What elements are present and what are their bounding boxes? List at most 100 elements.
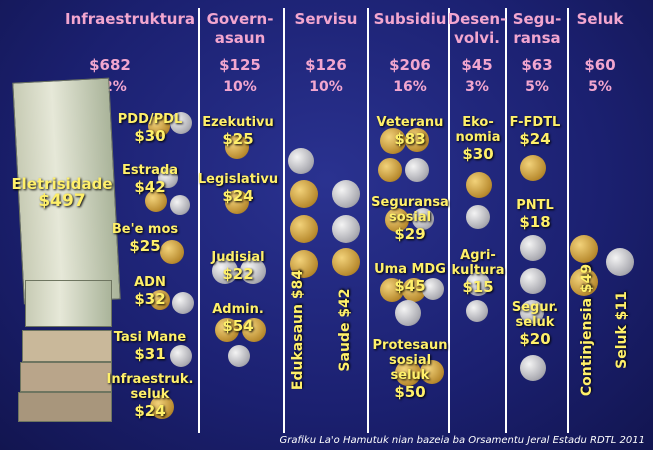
item-name: Legislativu (197, 172, 279, 187)
column-percent: 3% (465, 79, 489, 95)
divider (198, 8, 200, 433)
coin (395, 300, 421, 326)
item-name: Judisial (211, 250, 265, 265)
item-label: Be'e mos $25 (90, 222, 200, 255)
item-label: Agri- kultura $15 (423, 248, 533, 296)
item-label: Seguransa sosial $29 (355, 195, 465, 243)
item-name: Saude (337, 322, 353, 372)
item-amount: $15 (462, 278, 494, 296)
coin (160, 240, 184, 264)
item-label: Veteranu $83 (355, 115, 465, 148)
coin (225, 190, 249, 214)
coin (215, 318, 239, 342)
coin (380, 278, 404, 302)
coin (170, 112, 192, 134)
column-title: Segu- ransa (512, 10, 562, 47)
coin (225, 135, 249, 159)
coin (332, 248, 360, 276)
column-amount: $682 (89, 56, 131, 74)
item-amount: $30 (134, 127, 166, 145)
coin (420, 360, 444, 384)
coin (150, 290, 170, 310)
item-label: Admin. $54 (183, 302, 293, 335)
item-label: Eletrisidade $497 (7, 175, 117, 211)
item-label: Eko- nomia $30 (423, 115, 533, 163)
coin (395, 360, 421, 386)
item-amount: $49 (579, 263, 595, 294)
coin (405, 128, 429, 152)
column-amount: $63 (521, 56, 553, 74)
item-name: Ezekutivu (202, 115, 274, 130)
coin (570, 235, 598, 263)
item-amount: $32 (134, 290, 166, 308)
column-title: Govern- asaun (206, 10, 274, 47)
column-percent: 5% (588, 79, 612, 95)
item-amount: $42 (134, 178, 166, 196)
item-label: Seluk $11 (614, 291, 630, 369)
column-title: Desen- volvi. (447, 10, 507, 47)
dollar-bill (20, 362, 112, 392)
coin (378, 158, 402, 182)
coin (520, 300, 544, 324)
item-label: Edukasaun $84 (290, 270, 306, 390)
item-name: Edukasaun (290, 304, 306, 391)
divider (567, 8, 569, 433)
item-name: PNTL (516, 198, 554, 213)
coin (290, 215, 318, 243)
coin (290, 180, 318, 208)
item-label: Estrada $42 (95, 163, 205, 196)
coin (520, 235, 546, 261)
item-label: ADN $32 (95, 275, 205, 308)
item-amount: $25 (129, 237, 161, 255)
column-amount: $60 (584, 56, 616, 74)
item-name: Tasi Mane (113, 330, 187, 345)
item-name: Admin. (212, 302, 264, 317)
item-name: Eko- nomia (455, 115, 501, 145)
dollar-bill (25, 280, 112, 327)
column-title: Subsidiu (373, 10, 447, 28)
coin (570, 268, 598, 296)
coin (170, 345, 192, 367)
coin (332, 215, 360, 243)
dollar-bill (18, 392, 112, 422)
item-label: Tasi Mane $31 (95, 330, 205, 363)
coin (520, 355, 546, 381)
item-amount: $20 (519, 330, 551, 348)
column-amount: $206 (389, 56, 431, 74)
column-percent: 10% (223, 79, 257, 95)
item-label: Uma MDG $45 (355, 262, 465, 295)
item-amount: $22 (222, 265, 254, 283)
coin (466, 272, 490, 296)
divider (448, 8, 450, 433)
item-amount: $84 (290, 269, 306, 300)
divider (283, 8, 285, 433)
item-label: Protesaun sosial seluk $50 (355, 338, 465, 401)
item-amount: $54 (222, 317, 254, 335)
coin (240, 258, 266, 284)
item-amount: $42 (337, 288, 353, 318)
item-name: PDD/PDL (117, 112, 183, 127)
column-percent: 5% (525, 79, 549, 95)
item-name: Continjensia (579, 297, 595, 397)
coin (332, 180, 360, 208)
item-name: Eletrisidade (11, 175, 113, 193)
item-amount: $31 (134, 345, 166, 363)
item-amount: $24 (134, 402, 166, 420)
column-title: Infraestruktura (65, 10, 195, 28)
item-name: ADN (134, 275, 166, 290)
coin (290, 250, 318, 278)
item-name: Protesaun sosial seluk (372, 338, 448, 383)
item-amount: $83 (394, 130, 426, 148)
coin (172, 292, 194, 314)
item-label: Legislativu $24 (183, 172, 293, 205)
coin (520, 155, 546, 181)
item-name: F-FDTL (509, 115, 561, 130)
item-label: Saude $42 (337, 288, 353, 371)
footer: Grafiku La'o Hamutuk nian bazeia ba Orsa… (279, 435, 645, 446)
coin (520, 268, 546, 294)
item-amount: $24 (222, 187, 254, 205)
coin (466, 172, 492, 198)
coin (288, 148, 314, 174)
item-label: Infraestruk. seluk $24 (95, 372, 205, 420)
item-name: Uma MDG (374, 262, 446, 277)
